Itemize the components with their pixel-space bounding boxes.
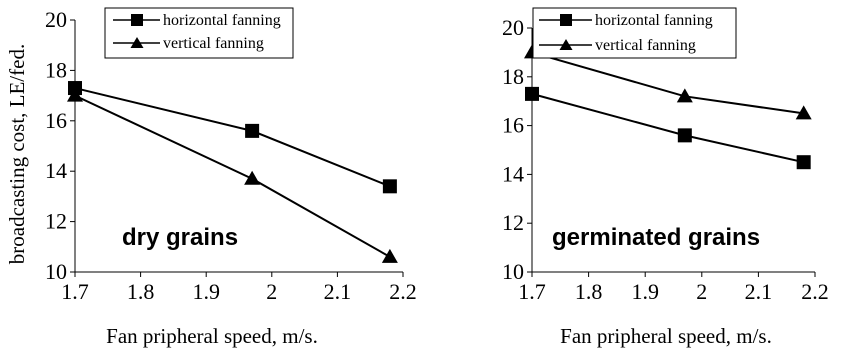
x-tick-label: 2.1 — [745, 279, 773, 304]
y-tick-label: 16 — [502, 113, 524, 138]
data-point-horizontal-fanning — [796, 155, 811, 170]
x-tick-label: 2.2 — [389, 279, 417, 304]
plot-area: 10 12 14 16 18 20 1.7 1.8 1.9 2 2.1 2.2 — [502, 15, 829, 304]
x-tick-label: 1.9 — [631, 279, 659, 304]
chart-germinated-grains: 10 12 14 16 18 20 1.7 1.8 1.9 2 2.1 2.2 horizontal … — [502, 7, 829, 348]
data-point-horizontal-fanning — [677, 128, 692, 143]
y-tick-label: 10 — [45, 259, 67, 284]
chart-dry-grains: 10 12 14 16 18 20 1.7 1.8 1.9 2 2.1 2.2 horizontal … — [5, 7, 417, 348]
data-point-horizontal-fanning — [382, 179, 397, 194]
y-tick-label: 12 — [502, 210, 524, 235]
y-tick-label: 20 — [502, 15, 524, 40]
x-tick-label: 1.7 — [518, 279, 546, 304]
y-axis-title: broadcasting cost, LE/fed. — [5, 44, 29, 264]
series-line-horizontal-fanning — [74, 87, 391, 188]
x-axis-title: Fan pripheral speed, m/s. — [106, 324, 318, 348]
x-tick-label: 2.1 — [324, 279, 352, 304]
x-tick-label: 1.7 — [61, 279, 89, 304]
data-point-vertical-fanning — [795, 105, 812, 120]
y-tick-label: 20 — [45, 7, 67, 32]
x-tick-label: 1.8 — [127, 279, 155, 304]
plot-area: 10 12 14 16 18 20 1.7 1.8 1.9 2 2.1 2.2 — [45, 7, 417, 304]
x-tick-label: 2.2 — [801, 279, 829, 304]
y-tick-label: 12 — [45, 209, 67, 234]
y-tick-label: 14 — [45, 158, 67, 183]
data-point-horizontal-fanning — [245, 123, 260, 138]
y-tick-label: 16 — [45, 108, 67, 133]
legend-marker-triangle — [559, 39, 573, 50]
y-tick-label: 18 — [502, 64, 524, 89]
chart-annotation: germinated grains — [552, 224, 760, 251]
legend-label-vertical: vertical fanning — [163, 35, 264, 52]
data-point-vertical-fanning — [381, 248, 398, 263]
legend-marker-square — [131, 14, 143, 26]
data-point-vertical-fanning — [67, 87, 83, 102]
legend-marker-triangle — [130, 37, 144, 48]
y-tick-label: 18 — [45, 57, 67, 82]
x-tick-label: 2 — [696, 279, 707, 304]
legend-marker-square — [560, 14, 572, 26]
y-tick-label: 10 — [502, 259, 524, 284]
legend-label-horizontal: horizontal fanning — [163, 12, 281, 29]
series-line-horizontal-fanning — [531, 92, 804, 164]
chart-annotation: dry grains — [122, 224, 238, 251]
x-tick-label: 2 — [266, 279, 277, 304]
legend-label-horizontal: horizontal fanning — [595, 12, 713, 29]
data-point-vertical-fanning — [244, 170, 261, 185]
y-tick-label: 14 — [502, 161, 524, 186]
x-tick-label: 1.8 — [575, 279, 603, 304]
x-axis-title: Fan pripheral speed, m/s. — [560, 324, 772, 348]
data-point-horizontal-fanning — [525, 86, 539, 101]
data-point-vertical-fanning — [676, 88, 693, 103]
legend-label-vertical: vertical fanning — [595, 37, 696, 54]
x-tick-label: 1.9 — [192, 279, 220, 304]
